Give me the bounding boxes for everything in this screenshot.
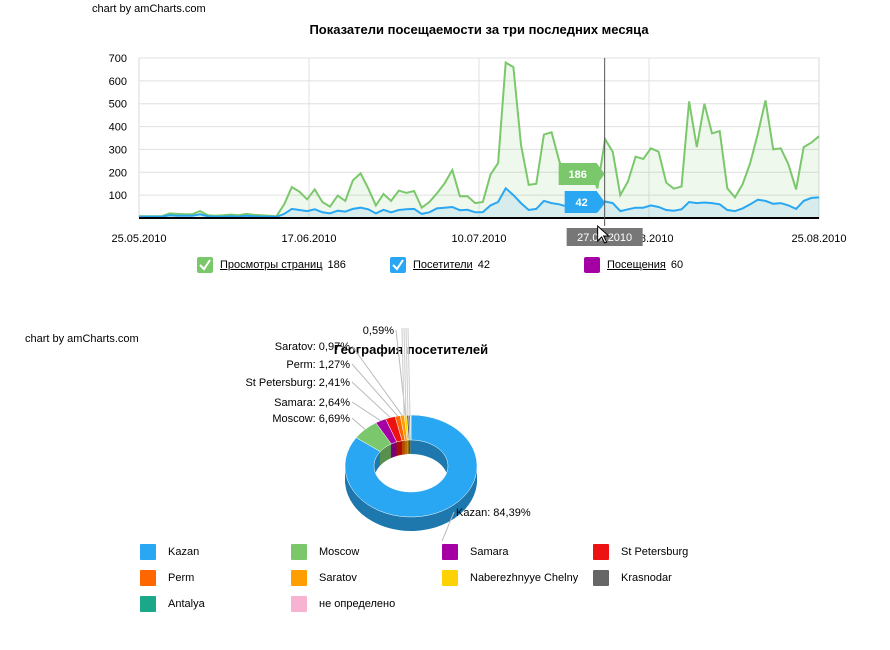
pie-legend-item[interactable]: Kazan: [140, 544, 199, 560]
y-tick-label: 400: [109, 122, 127, 134]
slice-label: Saratov: 0,97%: [275, 341, 350, 353]
pie-legend-label[interactable]: St Petersburg: [621, 546, 689, 558]
series-area-0: [139, 62, 819, 218]
pie-legend-item[interactable]: Antalya: [140, 596, 205, 612]
legend-swatch[interactable]: [291, 544, 307, 560]
slice-label: Samara: 2,64%: [274, 397, 350, 409]
y-tick-label: 600: [109, 76, 127, 88]
pie-chart: География посетителей Kazan: 84,39% Mosco…: [245, 325, 531, 542]
legend-swatch[interactable]: [593, 544, 609, 560]
legend-value: 42: [477, 259, 490, 271]
line-chart: Показатели посещаемости за три последних…: [109, 22, 847, 246]
legend-swatch[interactable]: [442, 570, 458, 586]
y-tick-label: 100: [109, 190, 127, 202]
label-connector: [441, 511, 455, 542]
legend-swatch[interactable]: [140, 544, 156, 560]
pie-legend-item[interactable]: Saratov: [291, 570, 357, 586]
pie-legend-label[interactable]: Naberezhnyye Chelny: [470, 572, 579, 584]
balloon-visitors: [564, 191, 605, 213]
pie-legend-item[interactable]: Samara: [442, 544, 509, 560]
legend-swatch[interactable]: [291, 596, 307, 612]
check-icon[interactable]: [197, 257, 213, 273]
label-connector: [351, 417, 366, 430]
legend-swatch[interactable]: [593, 570, 609, 586]
label-connector: [403, 327, 407, 417]
y-tick-label: 700: [109, 53, 127, 65]
pie-legend-label[interactable]: Antalya: [168, 598, 205, 610]
amcharts-credit-top[interactable]: chart by amCharts.com: [92, 3, 206, 15]
pie-legend-item[interactable]: не определено: [291, 596, 395, 612]
legend-swatch[interactable]: [442, 544, 458, 560]
pie-chart-title: География посетителей: [334, 342, 488, 357]
slice-label: Perm: 1,27%: [286, 359, 350, 371]
legend-item-0[interactable]: Просмотры страниц 186: [197, 257, 346, 273]
slice--[interactable]: [410, 414, 412, 441]
y-tick-label: 500: [109, 99, 127, 111]
series-area-1: [139, 188, 819, 218]
line-chart-title: Показатели посещаемости за три последних…: [309, 22, 649, 37]
balloon-pageviews-value: 186: [568, 169, 586, 181]
mouse-pointer-icon: [597, 224, 610, 244]
slice-label: Kazan: 84,39%: [456, 507, 531, 519]
legend-value: 186: [327, 259, 346, 271]
legend-swatch[interactable]: [140, 596, 156, 612]
y-tick-label: 200: [109, 167, 127, 179]
label-connector: [351, 363, 399, 417]
pie-legend-label[interactable]: Perm: [168, 572, 195, 584]
slice-label: Moscow: 6,69%: [272, 413, 350, 425]
pie-legend-label[interactable]: не определено: [319, 598, 396, 610]
legend-item-2[interactable]: Посещения 60: [584, 257, 683, 273]
balloon-visitors-value: 42: [576, 197, 588, 209]
legend-value: 60: [670, 259, 684, 271]
legend-label[interactable]: Посещения: [607, 259, 666, 271]
legend-swatch[interactable]: [291, 570, 307, 586]
slice-label: 0,59%: [363, 325, 394, 337]
balloon-pageviews: [558, 163, 605, 185]
y-tick-label: 300: [109, 144, 127, 156]
pie-legend-item[interactable]: Perm: [140, 570, 194, 586]
slice-label: St Petersburg: 2,41%: [245, 377, 350, 389]
x-tick-label: 10.07.2010: [451, 233, 506, 245]
pie-legend-item[interactable]: Moscow: [291, 544, 359, 560]
pie-legend-item[interactable]: Naberezhnyye Chelny: [442, 570, 578, 586]
slice-kazan[interactable]: [344, 414, 478, 518]
pie-legend-label[interactable]: Saratov: [319, 572, 357, 584]
series-line-0[interactable]: [139, 60, 820, 218]
amcharts-credit-bottom[interactable]: chart by amCharts.com: [25, 333, 139, 345]
label-connector: [351, 381, 391, 418]
label-connector: [401, 327, 405, 417]
x-tick-label: 25.05.2010: [111, 233, 166, 245]
legend-item-1[interactable]: Посетители 42: [390, 257, 490, 273]
x-tick-label: 17.06.2010: [281, 233, 336, 245]
pie-legend-label[interactable]: Kazan: [168, 546, 200, 558]
series-line-1[interactable]: [139, 186, 820, 218]
legend-swatch[interactable]: [140, 570, 156, 586]
pie-legend-label[interactable]: Samara: [470, 546, 509, 558]
label-connector: [407, 327, 411, 417]
pie-legend-label[interactable]: Krasnodar: [621, 572, 672, 584]
label-connector: [405, 327, 409, 417]
check-icon[interactable]: [390, 257, 406, 273]
legend-swatch[interactable]: [584, 257, 600, 273]
pie-legend-item[interactable]: St Petersburg: [593, 544, 688, 560]
legend-label[interactable]: Просмотры страниц: [220, 259, 323, 271]
legend-label[interactable]: Посетители: [413, 259, 473, 271]
pie-legend-label[interactable]: Moscow: [319, 546, 360, 558]
pie-legend-item[interactable]: Krasnodar: [593, 570, 672, 586]
label-connector: [351, 401, 381, 422]
label-connector: [351, 345, 403, 416]
x-tick-label: 25.08.2010: [791, 233, 846, 245]
